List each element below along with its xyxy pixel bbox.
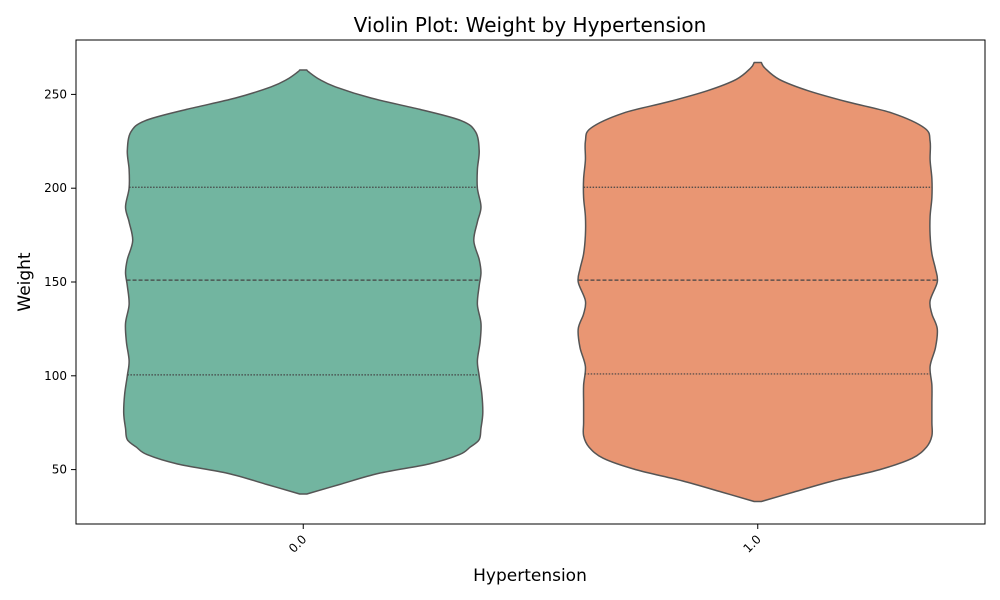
y-axis-ticks: 50 100 150 200 250 <box>44 87 76 477</box>
y-tick-label: 200 <box>44 181 67 195</box>
x-axis-label: Hypertension <box>473 566 587 586</box>
chart-title: Violin Plot: Weight by Hypertension <box>354 13 707 37</box>
x-axis-ticks: 0.0 1.0 <box>286 524 764 556</box>
y-tick-label: 250 <box>44 87 67 101</box>
y-axis-label: Weight <box>15 252 35 312</box>
y-tick-label: 100 <box>44 369 67 383</box>
y-tick-label: 150 <box>44 275 67 289</box>
x-tick-label: 1.0 <box>740 532 763 555</box>
violin-body-1.0 <box>577 61 939 503</box>
violins-layer <box>122 61 939 503</box>
y-tick-label: 50 <box>52 463 67 477</box>
violin-body-0.0 <box>122 69 484 495</box>
x-tick-label: 0.0 <box>286 532 309 555</box>
plot-frame <box>75 39 986 525</box>
